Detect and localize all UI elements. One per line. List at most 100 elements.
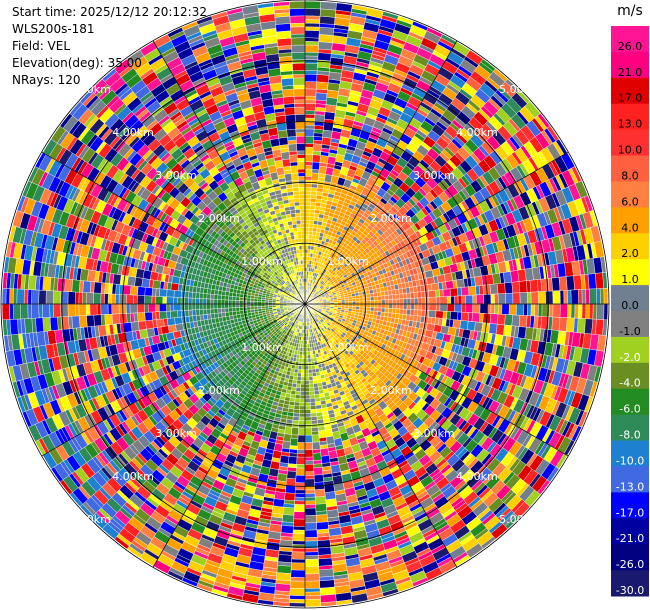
range-gate <box>319 16 336 25</box>
range-gate <box>320 455 331 464</box>
range-gate <box>489 313 499 325</box>
range-gate <box>289 598 306 604</box>
range-gate <box>435 296 441 305</box>
range-gate <box>304 449 314 458</box>
range-gate <box>291 383 297 388</box>
range-gate <box>292 529 306 534</box>
range-gate <box>511 314 521 327</box>
range-gate <box>603 303 608 320</box>
range-gate <box>529 279 539 293</box>
range-gate <box>304 347 308 352</box>
range-gate <box>304 143 314 148</box>
range-gate <box>505 292 514 305</box>
range-gate <box>314 114 325 123</box>
range-gate <box>559 303 568 318</box>
range-gate <box>373 307 379 312</box>
range-gate <box>300 380 306 385</box>
range-gate <box>413 292 419 299</box>
range-gate <box>308 227 314 232</box>
range-gate <box>302 351 306 356</box>
range-gate <box>318 165 327 175</box>
range-gate <box>406 309 411 316</box>
range-gate <box>417 309 422 317</box>
range-gate <box>295 475 306 483</box>
range-gate <box>320 1 337 11</box>
range-gate <box>299 394 306 399</box>
range-gate <box>304 529 318 538</box>
range-gate <box>296 376 302 381</box>
range-gate <box>494 293 499 305</box>
range-gate <box>348 301 353 305</box>
range-gate <box>308 230 313 236</box>
range-gate <box>316 521 329 531</box>
range-gate <box>304 219 310 225</box>
range-gate <box>460 312 470 322</box>
range-gate <box>304 95 317 101</box>
range-gate <box>293 409 300 414</box>
range-gate <box>424 310 430 318</box>
range-gate <box>313 467 324 476</box>
range-gate <box>316 74 330 83</box>
range-gate <box>420 291 426 299</box>
range-gate <box>292 544 306 549</box>
range-gate <box>570 303 576 319</box>
range-gate <box>402 293 408 299</box>
range-gate <box>294 394 301 399</box>
range-gate <box>310 401 316 407</box>
range-gate <box>363 303 368 308</box>
range-gate <box>304 442 313 451</box>
range-gate <box>298 420 306 425</box>
range-gate <box>304 41 319 46</box>
range-gate <box>310 187 318 192</box>
range-gate <box>311 430 319 436</box>
range-gate <box>359 303 364 308</box>
range-gate <box>298 413 306 418</box>
range-gate <box>296 464 306 469</box>
range-gate <box>304 405 311 410</box>
range-gate <box>351 295 356 300</box>
range-gate <box>310 405 317 410</box>
range-gate <box>289 580 306 589</box>
range-gate <box>297 369 302 374</box>
range-gate <box>304 245 309 250</box>
range-gate <box>304 464 314 472</box>
range-gate <box>304 15 321 20</box>
range-gate <box>304 362 309 367</box>
range-gate <box>436 274 446 284</box>
range-gate <box>324 491 336 501</box>
range-gate <box>316 81 329 91</box>
range-gate <box>376 291 382 297</box>
range-gate <box>304 209 311 214</box>
range-gate <box>297 449 306 454</box>
range-gate <box>304 456 314 462</box>
range-gate <box>299 398 306 403</box>
range-gate <box>380 311 385 317</box>
range-gate <box>304 55 319 61</box>
range-gate <box>293 518 306 527</box>
range-gate <box>304 103 316 112</box>
range-gate <box>309 220 314 225</box>
range-gate <box>373 292 378 297</box>
range-gate <box>304 230 309 235</box>
range-gate <box>366 307 371 312</box>
range-gate <box>304 387 310 392</box>
range-gate <box>304 59 318 64</box>
range-gate <box>479 303 488 314</box>
range-gate <box>585 288 590 305</box>
range-gate <box>395 293 400 300</box>
range-gate <box>370 300 375 305</box>
range-gate <box>294 489 306 494</box>
range-gate <box>304 424 312 429</box>
range-gate <box>304 500 316 505</box>
range-gate <box>516 303 525 316</box>
range-gate <box>304 383 310 389</box>
range-gate <box>399 293 404 300</box>
range-gate <box>551 316 561 331</box>
range-gate <box>294 493 306 498</box>
range-gate <box>589 288 597 305</box>
range-gate <box>304 369 309 374</box>
range-gate <box>304 110 316 115</box>
range-gate <box>570 289 579 305</box>
range-gate <box>325 435 335 445</box>
range-gate <box>421 303 426 311</box>
